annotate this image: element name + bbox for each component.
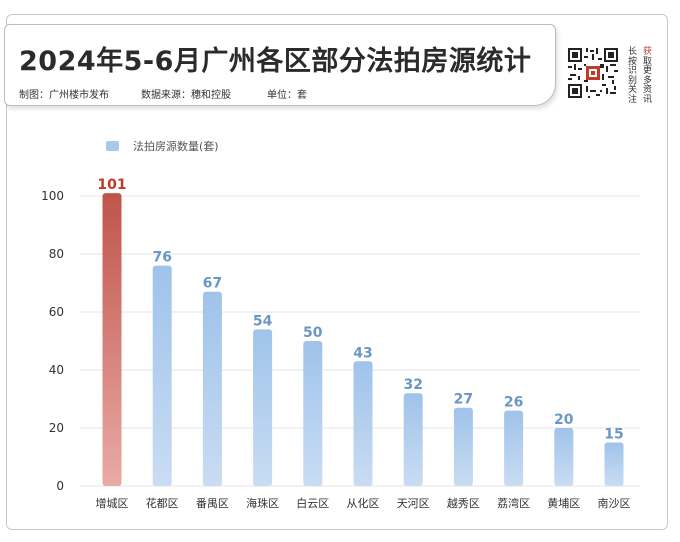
title-banner: 2024年5-6月广州各区部分法拍房源统计 制图：广州楼市发布 数据来源：穗和控… [4, 24, 556, 106]
value-label: 43 [353, 345, 372, 361]
y-tick-label: 100 [41, 189, 64, 203]
qr-char: 长 [628, 47, 638, 57]
producer-label: 制图：广州楼市发布 [19, 90, 109, 101]
bar [453, 407, 473, 486]
x-tick-label: 增城区 [96, 496, 129, 510]
x-tick-label: 荔湾区 [497, 496, 530, 510]
x-tick-label: 海珠区 [246, 496, 279, 510]
qr-char: 讯 [643, 94, 653, 105]
bar [504, 410, 524, 486]
value-label: 26 [504, 395, 523, 411]
y-tick-label: 40 [49, 363, 64, 377]
bar-highlight [102, 193, 122, 486]
qr-char: 按 [628, 56, 638, 67]
bar [403, 393, 423, 486]
unit-label: 单位：套 [267, 90, 307, 101]
y-tick-label: 20 [49, 421, 64, 435]
qr-char: 多 [643, 75, 653, 86]
qr-char: 关 [628, 85, 638, 96]
x-tick-label: 越秀区 [447, 496, 480, 510]
x-tick-label: 从化区 [347, 496, 380, 510]
value-label: 27 [454, 392, 473, 408]
x-tick-label: 黄埔区 [547, 496, 580, 510]
x-tick-label: 番禺区 [196, 497, 229, 510]
x-tick-label: 天河区 [397, 497, 430, 510]
qr-char: 更 [643, 66, 653, 77]
chart-legend: 法拍房源数量(套) [106, 138, 219, 154]
qr-char: 识 [628, 66, 638, 77]
bar [202, 291, 222, 486]
legend-swatch [106, 141, 119, 151]
bar [152, 265, 172, 486]
bar [303, 341, 323, 486]
x-tick-label: 花都区 [146, 497, 179, 510]
qr-char: 取 [643, 56, 653, 67]
value-label: 76 [152, 250, 171, 266]
value-label: 15 [604, 427, 623, 443]
y-tick-label: 80 [49, 247, 64, 261]
qr-code-icon[interactable] [568, 48, 618, 98]
value-label: 20 [554, 412, 574, 428]
bar [253, 329, 273, 486]
legend-label: 法拍房源数量(套) [133, 140, 219, 153]
y-tick-label: 60 [49, 305, 64, 319]
bar [353, 361, 373, 486]
value-label: 54 [253, 313, 273, 329]
y-tick-label: 0 [56, 479, 64, 493]
qr-char: 别 [628, 75, 638, 86]
page-title: 2024年5-6月广州各区部分法拍房源统计 [19, 46, 532, 77]
qr-char: 获 [643, 47, 653, 57]
value-label: 32 [403, 377, 422, 393]
value-label: 50 [303, 325, 323, 341]
value-label: 101 [97, 177, 126, 193]
bar [604, 442, 624, 486]
source-label: 数据来源：穗和控股 [141, 90, 231, 101]
value-label: 67 [203, 276, 222, 292]
bar [554, 428, 574, 486]
qr-caption: 长 按 识 别 关 注 获 取 更 多 资 讯 [628, 47, 658, 106]
qr-char: 注 [628, 94, 638, 105]
x-tick-label: 南沙区 [598, 497, 631, 510]
x-tick-label: 白云区 [296, 496, 329, 510]
qr-char: 资 [643, 85, 653, 96]
